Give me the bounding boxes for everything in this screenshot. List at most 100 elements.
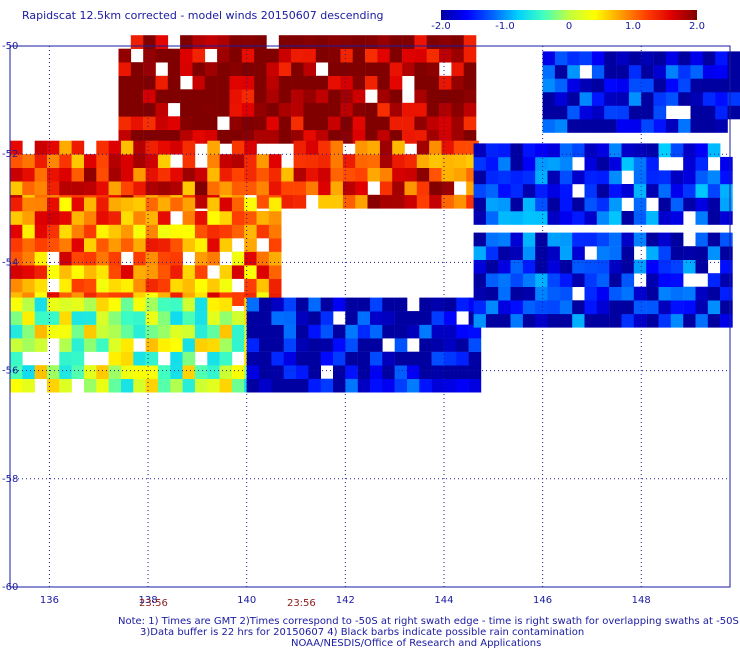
heatmap-cell xyxy=(707,286,721,301)
heatmap-cell xyxy=(367,154,381,168)
heatmap-cell xyxy=(157,297,171,312)
heatmap-cell xyxy=(439,102,452,117)
heatmap-cell xyxy=(293,194,307,209)
heatmap-cell xyxy=(498,197,511,212)
heatmap-cell xyxy=(217,129,230,144)
heatmap-cell xyxy=(96,297,109,312)
heatmap-cell xyxy=(559,313,573,328)
heatmap-cell xyxy=(702,119,716,133)
heatmap-cell xyxy=(22,324,35,339)
heatmap-cell xyxy=(71,211,85,225)
heatmap-cell xyxy=(22,167,35,182)
heatmap-cell xyxy=(665,92,679,106)
heatmap-cell xyxy=(720,246,733,260)
heatmap-cell xyxy=(145,238,159,252)
heatmap-cell xyxy=(658,286,672,301)
heatmap-cell xyxy=(143,129,156,144)
heatmap-cell xyxy=(291,35,304,49)
heatmap-cell xyxy=(194,338,208,352)
heatmap-cell xyxy=(244,251,257,266)
note-line-1: Note: 1) Times are GMT 2)Times correspon… xyxy=(118,616,739,627)
heatmap-cell xyxy=(451,102,464,117)
heatmap-cell xyxy=(439,35,452,49)
heatmap-cell xyxy=(641,78,654,93)
heatmap-cell xyxy=(231,224,245,239)
heatmap-cell xyxy=(695,246,709,260)
heatmap-cell xyxy=(357,297,371,312)
heatmap-cell xyxy=(254,116,267,131)
heatmap-cell xyxy=(121,181,134,196)
heatmap-cell xyxy=(34,324,48,339)
heatmap-cell xyxy=(367,167,381,182)
heatmap-cell xyxy=(456,338,469,352)
heatmap-cell xyxy=(695,313,709,328)
heatmap-cell xyxy=(547,313,561,328)
heatmap-cell xyxy=(244,211,257,225)
heatmap-cell xyxy=(283,311,297,325)
heatmap-cell xyxy=(414,89,427,104)
heatmap-cell xyxy=(658,232,672,247)
heatmap-cell xyxy=(278,48,292,63)
heatmap-cell xyxy=(604,64,617,79)
heatmap-cell xyxy=(695,259,709,274)
heatmap-cell xyxy=(182,140,196,155)
heatmap-cell xyxy=(345,297,358,312)
heatmap-cell xyxy=(473,170,487,185)
heatmap-cell xyxy=(429,167,442,182)
heatmap-cell xyxy=(584,170,598,185)
heatmap-cell xyxy=(535,232,548,247)
heatmap-cell xyxy=(357,338,371,352)
heatmap-cell xyxy=(231,154,245,168)
heatmap-cell xyxy=(170,238,183,252)
heatmap-cell xyxy=(727,64,740,79)
heatmap-cell xyxy=(328,48,341,63)
heatmap-cell xyxy=(658,259,672,274)
heatmap-cell xyxy=(370,297,383,312)
heatmap-cell xyxy=(596,170,610,185)
heatmap-cell xyxy=(328,129,341,144)
heatmap-cell xyxy=(207,351,220,366)
heatmap-cell xyxy=(596,259,610,274)
heatmap-cell xyxy=(182,338,196,352)
heatmap-cell xyxy=(108,181,122,196)
heatmap-cell xyxy=(328,89,341,104)
heatmap-cell xyxy=(318,181,331,196)
heatmap-cell xyxy=(485,259,499,274)
heatmap-cell xyxy=(182,311,196,325)
heatmap-cell xyxy=(170,265,183,279)
heatmap-cell xyxy=(96,238,109,252)
heatmap-cell xyxy=(10,311,23,325)
heatmap-cell xyxy=(715,78,728,93)
heatmap-cell xyxy=(463,129,477,144)
heatmap-cell xyxy=(414,102,427,117)
heatmap-cell xyxy=(658,300,672,315)
heatmap-cell xyxy=(707,273,721,287)
heatmap-cell xyxy=(254,102,267,117)
heatmap-cell xyxy=(121,211,134,225)
heatmap-cell xyxy=(591,78,605,93)
heatmap-cell xyxy=(231,211,245,225)
heatmap-cell xyxy=(665,119,679,133)
heatmap-cell xyxy=(296,338,309,352)
heatmap-cell xyxy=(621,246,635,260)
heatmap-cell xyxy=(567,92,580,106)
heatmap-cell xyxy=(47,297,60,312)
heatmap-cell xyxy=(584,211,598,225)
heatmap-cell xyxy=(426,116,440,131)
x-tick-label: 136 xyxy=(40,595,59,606)
heatmap-cell xyxy=(392,167,405,182)
heatmap-cell xyxy=(145,140,159,155)
heatmap-cell xyxy=(22,181,35,196)
heatmap-cell xyxy=(47,154,60,168)
heatmap-cell xyxy=(155,89,169,104)
heatmap-cell xyxy=(377,48,390,63)
heatmap-cell xyxy=(379,181,393,196)
heatmap-cell xyxy=(59,251,72,266)
heatmap-cell xyxy=(170,181,183,196)
heatmap-cell xyxy=(389,48,403,63)
heatmap-cell xyxy=(84,251,97,266)
heatmap-cell xyxy=(256,265,270,279)
heatmap-cell xyxy=(145,251,159,266)
heatmap-cell xyxy=(84,197,97,212)
heatmap-cell xyxy=(633,286,647,301)
